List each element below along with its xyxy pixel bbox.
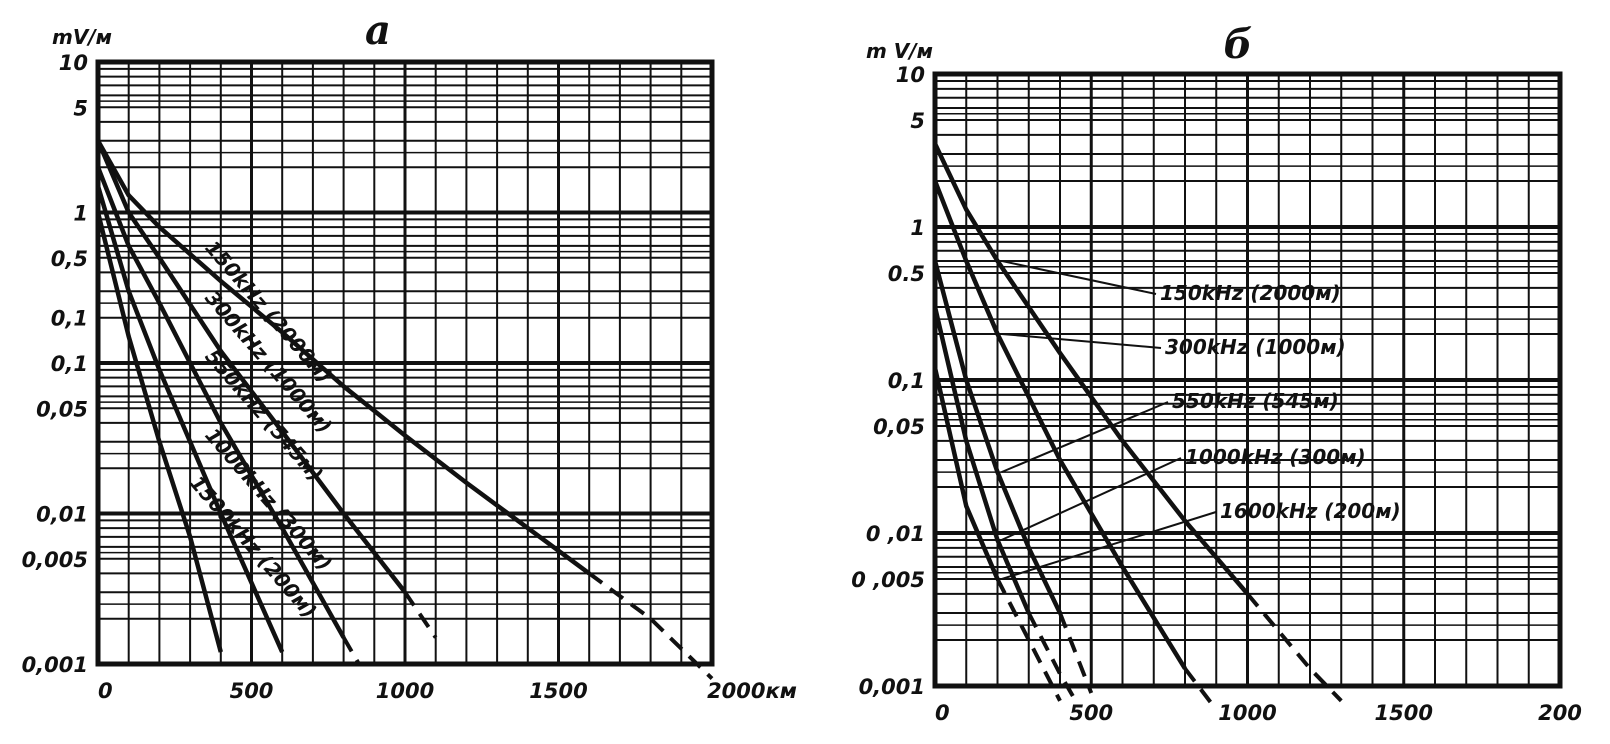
chart-b-legend-leader-3 [1001, 401, 1169, 474]
chart-b-legend-leader-1 [1001, 259, 1157, 295]
chart-b-legend-leader-4 [1001, 457, 1182, 541]
chart-b-y-tick-label: 10 [896, 63, 925, 87]
chart-b-series-5-extrapolation [995, 578, 1062, 702]
chart-a-y-tick-label: 0,1 [51, 307, 88, 331]
chart-a-series-1-line [96, 139, 591, 576]
chart-a-y-tick-label: 5 [73, 96, 88, 120]
chart-b-x-tick-label: 1500 [1375, 701, 1433, 725]
chart-a-title: а [365, 7, 391, 54]
chart-b-legend-leader-5 [1001, 511, 1217, 581]
chart-a-x-tick-label: 2000км [707, 679, 797, 703]
chart-b-y-tick-label: 0,001 [859, 675, 925, 699]
chart-b-y-tick-label: 0 ,01 [866, 522, 925, 546]
chart-b-y-ticks: 10 5 1 0.5 0,1 0,05 0 ,01 0 ,005 0,001 [851, 63, 925, 699]
chart-a-series-2-line [95, 139, 407, 594]
chart-b-legend-entry-3: 550kHz (545м) [1172, 389, 1339, 413]
chart-b-series-2-line [932, 180, 1187, 670]
chart-a-grid [96, 60, 714, 666]
chart-a-y-tick-label: 0,5 [51, 247, 88, 271]
chart-a-y-tick-label: 0,005 [22, 548, 88, 572]
chart-b-ylabel: m V/м [866, 39, 933, 63]
chart-b-title: б [1224, 21, 1253, 68]
chart-b-series-4-line [932, 306, 1031, 614]
chart-a-x-tick-label: 0 [98, 679, 113, 703]
chart-b-legend-entry-2: 300kHz (1000м) [1165, 335, 1346, 359]
chart-b-x-tick-label: 0 [935, 701, 950, 725]
chart-a-y-tick-label: 0,05 [36, 397, 88, 421]
chart-b-y-tick-label: 0,1 [888, 369, 925, 393]
chart-b-legend-entry-5: 1600kHz (200м) [1220, 499, 1401, 523]
chart-a-y-ticks: 10 5 1 0,5 0,1 0,1 0,05 0,01 0,005 0,001 [22, 51, 88, 677]
chart-a-frame [95, 59, 715, 667]
chart-b-series-3-line [932, 260, 1063, 614]
chart-a-y-tick-label: 1 [73, 202, 88, 226]
chart-b-x-ticks: 0 500 1000 1500 200 [935, 701, 1582, 725]
chart-b-y-tick-label: 0,05 [873, 415, 925, 439]
chart-a: 150kHz (2000м)300kHz (1000м)550kHz (545м… [22, 7, 797, 703]
chart-a-y-tick-label: 0,1 [51, 352, 88, 376]
chart-a-y-tick-label: 0,001 [22, 653, 88, 677]
chart-a-y-tick-label: 0,01 [36, 503, 88, 527]
chart-a-x-tick-label: 1000 [376, 679, 434, 703]
chart-b-x-tick-label: 1000 [1218, 701, 1276, 725]
chart-b-series-2-extrapolation [1183, 667, 1218, 711]
chart-b-legend-leader-2 [1001, 332, 1162, 349]
chart-a-series-3-line [95, 166, 346, 639]
chart-a-x-tick-label: 1500 [529, 679, 587, 703]
chart-b-y-tick-label: 1 [910, 216, 925, 240]
chart-b-x-tick-label: 200 [1538, 701, 1582, 725]
chart-b-series-1-extrapolation [1245, 592, 1343, 703]
chart-a-ylabel: mV/м [52, 25, 112, 49]
chart-b-series-4-extrapolation [1026, 612, 1078, 702]
chart-b-series-5-line [932, 367, 1000, 580]
chart-b-series-3-extrapolation [1058, 612, 1094, 694]
chart-b-legend-entry-1: 150kHz (2000м) [1160, 281, 1341, 305]
chart-a-x-tick-label: 500 [230, 679, 274, 703]
chart-b-legend-entry-4: 1000kHz (300м) [1185, 445, 1366, 469]
chart-a-x-ticks: 0 500 1000 1500 2000км [98, 679, 797, 703]
chart-b: 10 5 1 0.5 0,1 0,05 0 ,01 0 ,005 0,001 0 500 1000 1… [851, 21, 1582, 725]
chart-b-y-tick-label: 0 ,005 [851, 568, 925, 592]
chart-a-series-5-line [95, 211, 223, 653]
chart-b-y-tick-label: 5 [910, 109, 925, 133]
chart-b-frame [932, 71, 1563, 689]
chart-b-y-tick-label: 0.5 [888, 262, 925, 286]
chart-a-series-3-extrapolation [341, 636, 361, 666]
chart-a-series-1-extrapolation [588, 571, 714, 681]
chart-b-x-tick-label: 500 [1069, 701, 1113, 725]
chart-a-series-2-extrapolation [403, 591, 438, 639]
chart-a-y-tick-label: 10 [59, 51, 88, 75]
chart-a-series-4-line [95, 185, 285, 653]
chart-b-legend: 150kHz (2000м) 300kHz (1000м) 550kHz (545м… [1001, 259, 1401, 581]
